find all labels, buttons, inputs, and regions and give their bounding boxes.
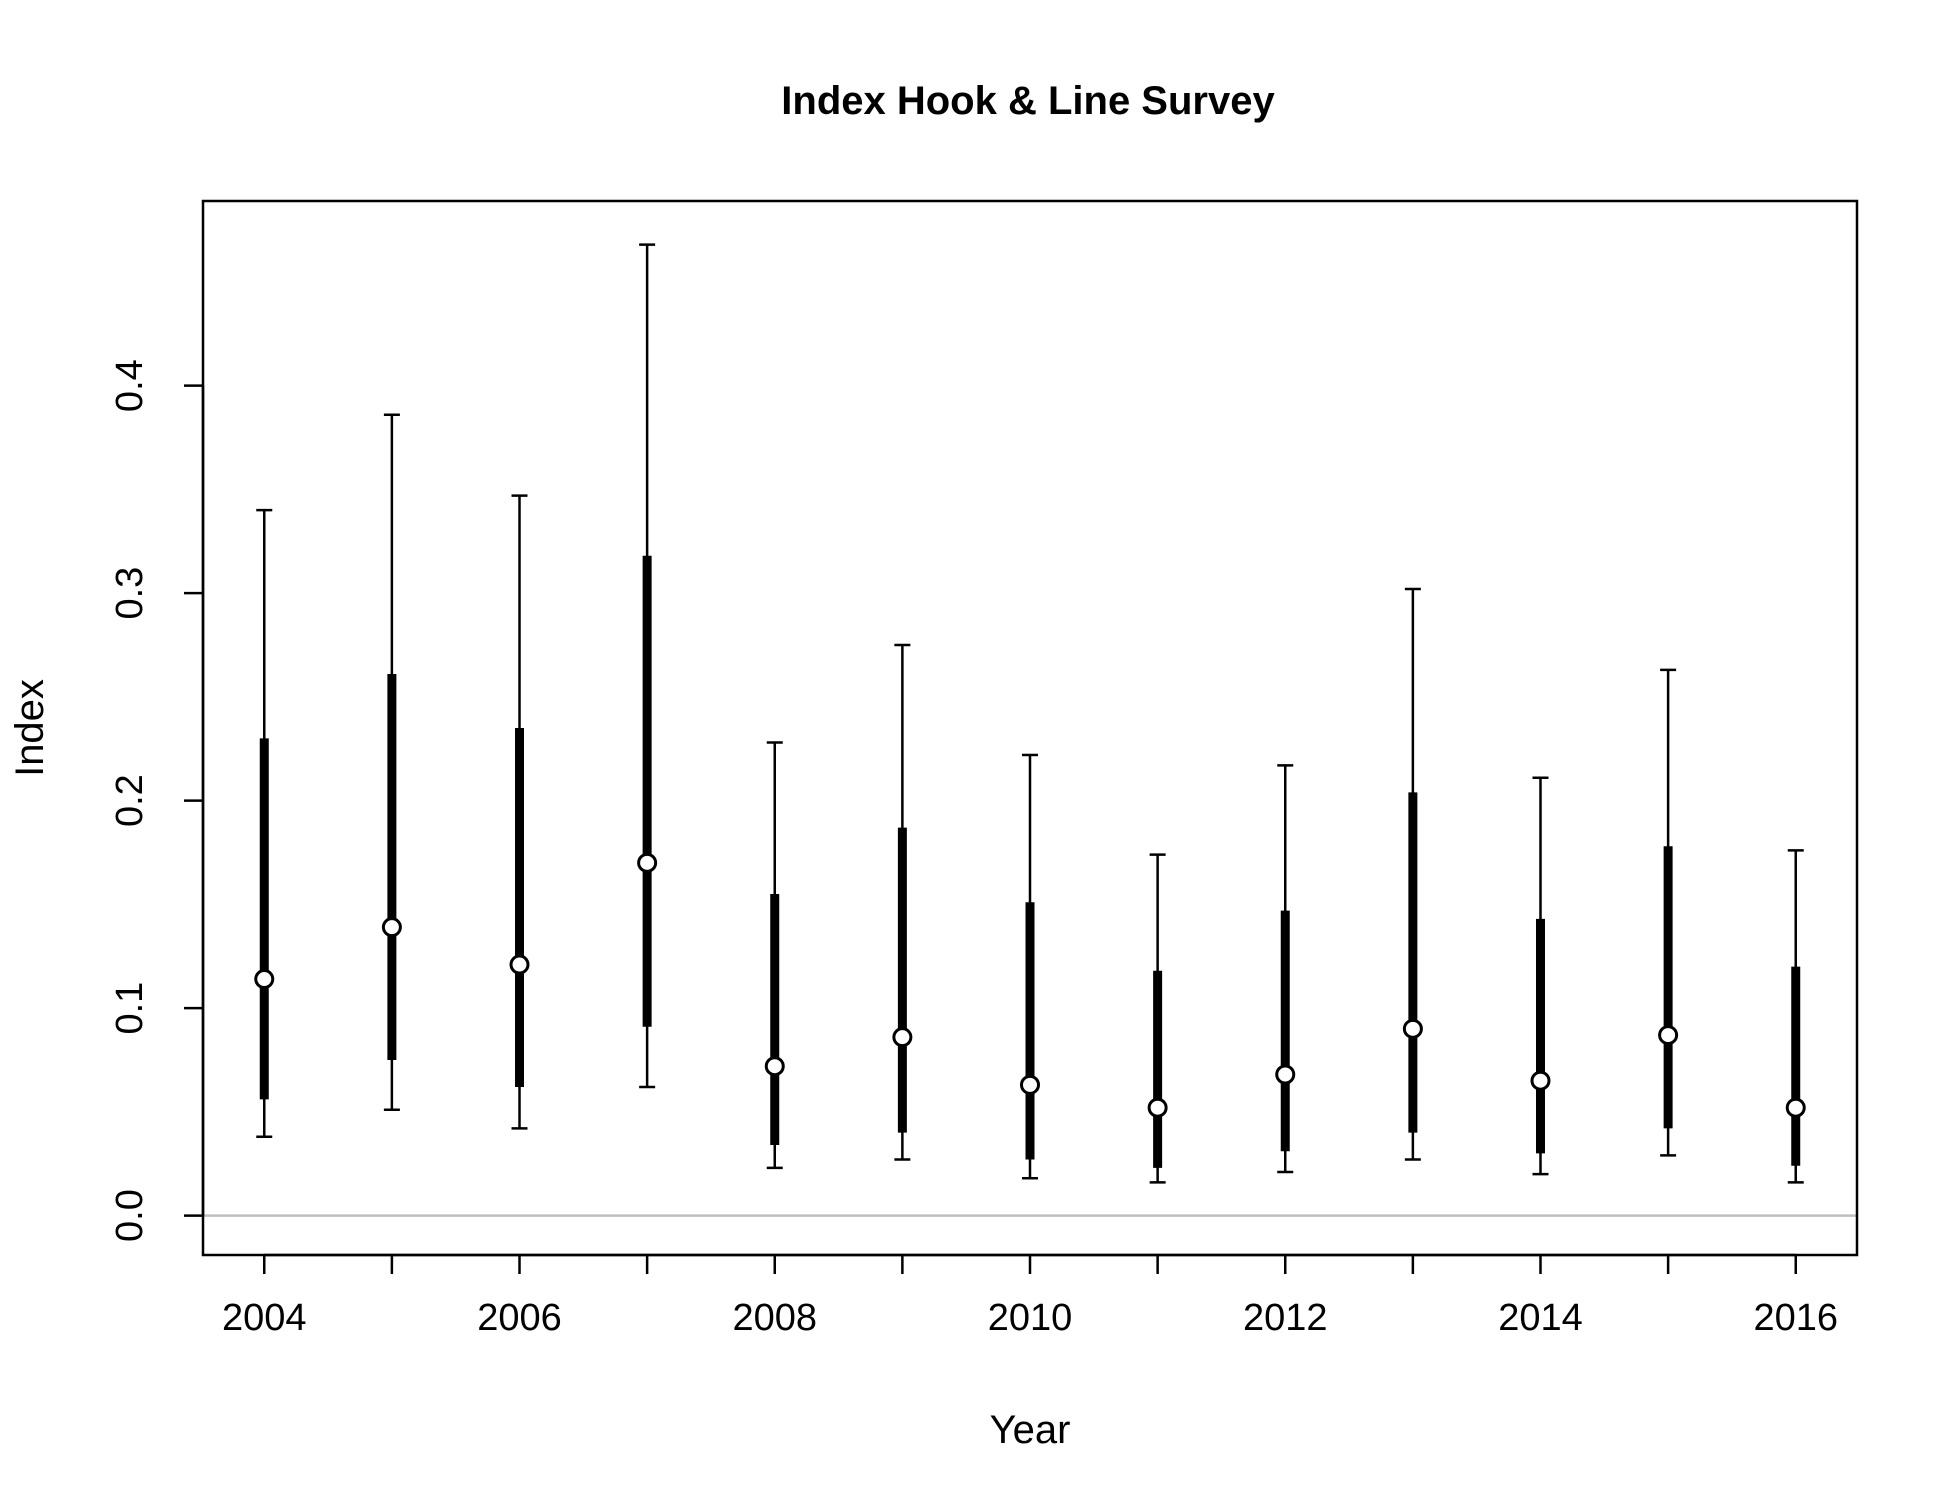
point-marker-2013 [1402,1018,1423,1039]
chart-title: Index Hook & Line Survey [781,79,1275,123]
data-point-2006 [509,494,530,1130]
data-point-2015 [1658,668,1679,1157]
y-tick-label-2: 0.2 [109,774,151,827]
point-marker-2005 [381,917,402,938]
x-tick-label-2006: 2006 [477,1297,562,1339]
point-marker-2007 [637,852,658,873]
data-point-2011 [1147,853,1168,1184]
x-axis-label: Year [990,1408,1071,1452]
chart-marks [254,243,1806,1184]
y-tick-label-0: 0.0 [109,1189,151,1242]
data-point-2012 [1275,764,1296,1174]
point-marker-2015 [1658,1025,1679,1046]
data-point-2004 [254,508,275,1138]
point-marker-2004 [254,969,275,990]
x-tick-label-2014: 2014 [1498,1297,1583,1339]
point-marker-2009 [892,1027,913,1048]
x-axis: 2004 2006 2008 2010 2012 2014 2016 [222,1253,1838,1339]
x-tick-label-2004: 2004 [222,1297,307,1339]
point-marker-2008 [764,1056,785,1077]
data-point-2005 [381,413,402,1112]
point-marker-2014 [1530,1070,1551,1091]
data-point-2009 [892,643,913,1161]
y-tick-label-1: 0.1 [109,982,151,1035]
x-tick-label-2012: 2012 [1243,1297,1328,1339]
y-tick-label-4: 0.4 [109,359,151,412]
point-marker-2011 [1147,1097,1168,1118]
point-marker-2012 [1275,1064,1296,1085]
y-tick-label-3: 0.3 [109,567,151,620]
x-tick-label-2010: 2010 [988,1297,1073,1339]
x-tick-label-2016: 2016 [1753,1297,1838,1339]
data-point-2008 [764,741,785,1170]
data-point-2014 [1530,776,1551,1176]
data-point-2007 [637,243,658,1089]
x-tick-label-2008: 2008 [732,1297,817,1339]
point-marker-2010 [1020,1074,1040,1095]
data-point-2016 [1785,849,1806,1184]
data-point-2013 [1402,587,1423,1161]
y-axis-label: Index [8,679,52,777]
point-marker-2006 [509,954,530,975]
y-axis: 0.0 0.1 0.2 0.3 0.4 [109,359,205,1242]
data-point-2010 [1020,753,1040,1180]
point-marker-2016 [1785,1097,1806,1118]
